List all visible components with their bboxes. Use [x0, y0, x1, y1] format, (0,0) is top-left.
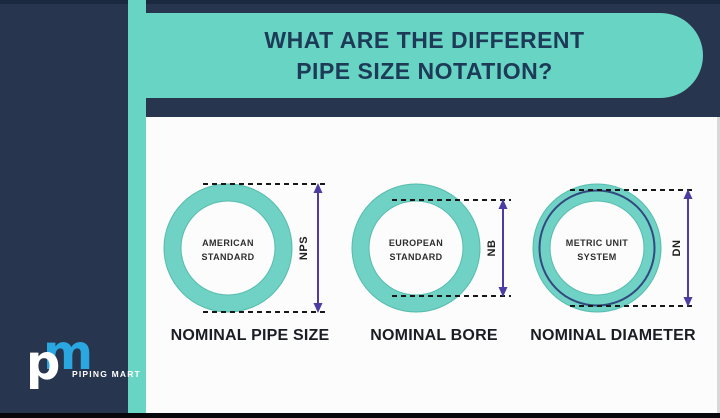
ring-label-metric-unit-system: METRIC UNIT SYSTEM	[547, 237, 647, 264]
pipe-ring-3-outer-edge	[532, 183, 662, 313]
dn-ring-diagram	[532, 183, 696, 313]
ring-label-line: STANDARD	[201, 251, 255, 262]
dn-arrow-down	[683, 297, 693, 307]
header-banner: WHAT ARE THE DIFFERENT PIPE SIZE NOTATIO…	[146, 13, 703, 98]
pipe-ring-2-inner-edge	[368, 200, 464, 296]
logo-p-glyph: p	[26, 335, 61, 391]
ring-label-line: AMERICAN	[202, 238, 254, 248]
pipe-ring-3	[533, 184, 661, 312]
pipe-ring-3-inner-edge	[549, 200, 645, 296]
nb-arrow-down	[498, 287, 508, 297]
pipe-ring-2-outer-edge	[351, 183, 481, 313]
caption-nominal-bore: NOMINAL BORE	[370, 327, 498, 344]
pipe-ring-2	[352, 184, 480, 312]
pipe-ring-1	[164, 184, 292, 312]
nb-arrow-up	[498, 199, 508, 209]
nb-ring-diagram	[351, 183, 511, 313]
ring-label-line: STANDARD	[389, 251, 443, 262]
nps-arrow-up	[313, 183, 323, 193]
ring-label-line: SYSTEM	[577, 251, 617, 262]
logo-m-glyph: m	[43, 325, 94, 381]
page-title-line1: WHAT ARE THE DIFFERENT	[264, 26, 585, 53]
pipe-ring-1-outer-edge	[163, 183, 293, 313]
dn-arrow-up	[683, 189, 693, 199]
bottom-edge-bar	[0, 413, 720, 418]
ring-label-european-standard: EUROPEAN STANDARD	[366, 237, 466, 264]
nps-ring-diagram	[163, 183, 326, 313]
piping-mart-logo: m p	[26, 329, 106, 404]
right-edge-strip	[717, 117, 720, 413]
ring-label-line: METRIC UNIT	[565, 238, 629, 248]
dimension-label-dn: DN	[671, 239, 683, 257]
brand-name: PIPING MART	[72, 369, 141, 379]
dimension-label-nb: NB	[486, 239, 498, 257]
nps-arrow-down	[313, 303, 323, 313]
pipe-diagrams-graphic	[163, 183, 696, 313]
caption-nominal-pipe-size: NOMINAL PIPE SIZE	[170, 327, 330, 344]
caption-nominal-diameter: NOMINAL DIAMETER	[530, 327, 696, 344]
top-edge-strip	[0, 0, 720, 4]
ring-label-line: EUROPEAN	[388, 238, 444, 248]
ring-label-american-standard: AMERICAN STANDARD	[178, 237, 278, 264]
dimension-label-nps: NPS	[298, 235, 310, 261]
pipe-ring-1-inner-edge	[180, 200, 276, 296]
vertical-accent-stripe	[128, 0, 146, 413]
content-panel	[146, 117, 717, 413]
page-title-line2: PIPE SIZE NOTATION?	[296, 57, 553, 84]
